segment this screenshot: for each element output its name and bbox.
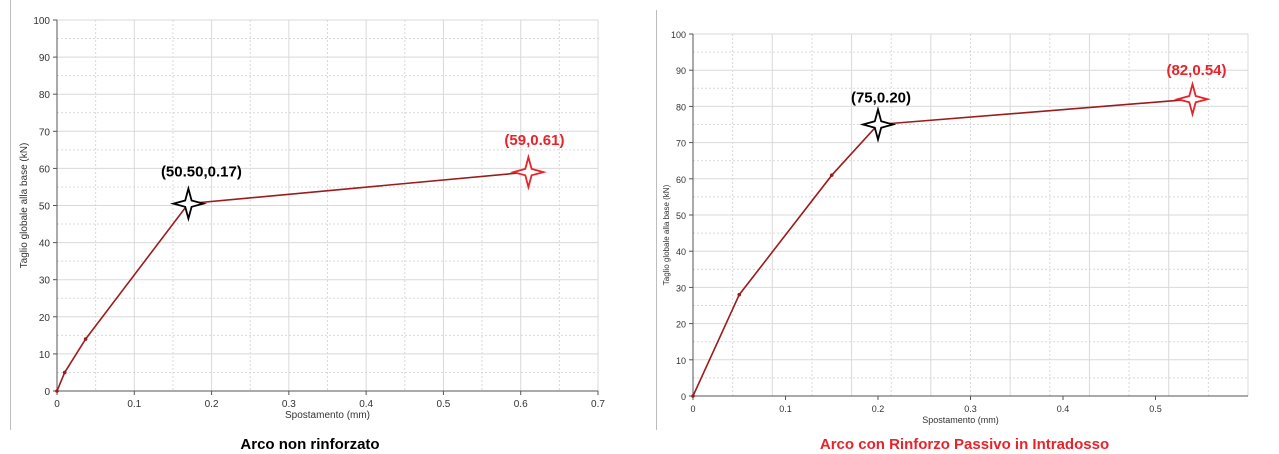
y-tick-label: 40 — [39, 239, 51, 250]
y-tick-label: 10 — [676, 356, 686, 366]
y-tick-label: 80 — [39, 90, 51, 101]
x-tick-label: 0.4 — [359, 399, 373, 410]
y-tick-label: 40 — [676, 247, 686, 257]
y-axis-label: Taglio globale alla base (kN) — [662, 184, 671, 285]
y-tick-label: 80 — [676, 102, 686, 112]
annotation-label: (82,0.54) — [1166, 62, 1226, 79]
yield-point-star-icon — [169, 185, 207, 223]
y-tick-label: 90 — [676, 66, 686, 76]
yield-point-star-icon — [859, 106, 897, 143]
x-tick-label: 0.2 — [872, 404, 885, 414]
chart-panel-right: 0 10 20 30 40 50 60 70 80 90 100 0 0.1 0.2 0.3 0.4 0.5 Sp… — [650, 0, 1279, 454]
annotation-label: (59,0.61) — [504, 132, 564, 149]
right-panel-border — [656, 10, 657, 430]
y-tick-label: 100 — [671, 30, 686, 40]
x-tick-label: 0.5 — [1149, 404, 1162, 414]
x-tick-label: 0.7 — [591, 399, 605, 410]
y-tick-label: 50 — [39, 202, 51, 213]
annotation-label: (75,0.20) — [851, 90, 911, 107]
data-point — [829, 173, 834, 177]
x-tick-label: 0.3 — [282, 399, 296, 410]
ultimate-point-star-icon — [509, 153, 547, 191]
y-tick-label: 60 — [676, 175, 686, 185]
x-tick-label: 0.5 — [436, 399, 450, 410]
x-tick-label: 0.2 — [205, 399, 219, 410]
y-tick-label: 20 — [676, 320, 686, 330]
chart-right-svg: 0 10 20 30 40 50 60 70 80 90 100 0 0.1 0.2 0.3 0.4 0.5 Sp… — [662, 30, 1249, 425]
y-axis-label: Taglio globale alla base (kN) — [19, 143, 30, 269]
y-tick-label: 70 — [676, 139, 686, 149]
y-tick-label: 0 — [681, 392, 686, 402]
annotation-label: (50.50,0.17) — [161, 164, 242, 181]
x-tick-label: 0.3 — [964, 404, 977, 414]
y-tick-label: 60 — [39, 164, 51, 175]
x-tick-label: 0.1 — [779, 404, 792, 414]
y-tick-label: 30 — [676, 283, 686, 293]
x-axis-label: Spostamento (mm) — [285, 410, 370, 421]
y-tick-label: 20 — [39, 313, 51, 324]
x-tick-label: 0.6 — [514, 399, 528, 410]
x-axis-label: Spostamento (mm) — [922, 415, 999, 425]
chart-right-caption: Arco con Rinforzo Passivo in Intradosso — [819, 436, 1110, 453]
y-tick-label: 0 — [44, 387, 50, 398]
y-tick-label: 50 — [676, 211, 686, 221]
x-tick-label: 0 — [54, 399, 60, 410]
y-tick-label: 100 — [33, 16, 50, 27]
data-point — [83, 337, 88, 341]
data-point — [62, 370, 67, 375]
chart-left-caption: Arco non rinforzato — [240, 436, 380, 453]
y-tick-label: 70 — [39, 127, 51, 138]
y-tick-label: 30 — [39, 276, 51, 287]
x-tick-label: 0.1 — [127, 399, 141, 410]
data-point — [55, 389, 59, 393]
data-point — [691, 394, 695, 398]
series-line — [56, 171, 529, 392]
series-line — [692, 98, 1193, 397]
data-point — [737, 292, 742, 297]
y-tick-label: 90 — [39, 53, 51, 64]
x-tick-label: 0 — [690, 404, 695, 414]
left-panel-border — [10, 0, 11, 430]
y-tick-label: 10 — [39, 350, 51, 361]
chart-left-svg: 0 10 20 30 40 50 60 70 80 90 100 0 0.1 0.2 0.3 0.4 0.5 0.… — [19, 16, 605, 421]
x-tick-label: 0.4 — [1057, 404, 1070, 414]
chart-panel-left: 0 10 20 30 40 50 60 70 80 90 100 0 0.1 0.2 0.3 0.4 0.5 0.… — [0, 0, 620, 454]
ultimate-point-star-icon — [1174, 80, 1211, 118]
